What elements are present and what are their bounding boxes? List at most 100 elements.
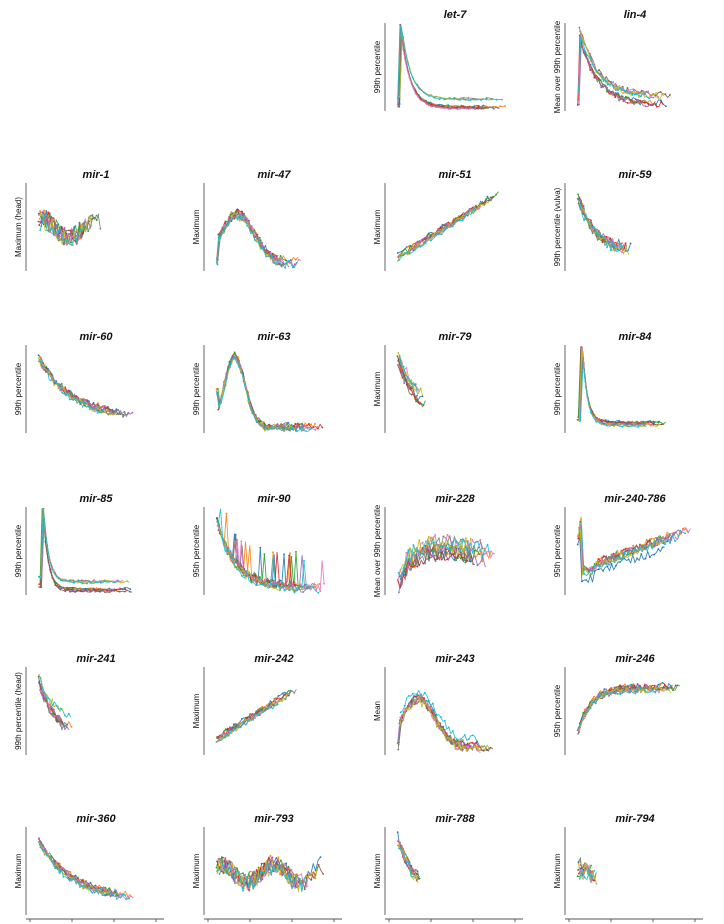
data-point (626, 102, 629, 104)
data-point (625, 246, 627, 249)
data-point (84, 225, 87, 228)
data-point (127, 412, 129, 415)
data-point (447, 108, 450, 110)
data-point (460, 540, 463, 543)
data-point (88, 400, 90, 403)
data-point (72, 399, 75, 401)
data-point (578, 858, 581, 861)
data-point (128, 897, 131, 900)
data-point (248, 576, 251, 578)
data-point (467, 745, 470, 748)
data-point (604, 419, 607, 421)
series-line (399, 24, 479, 109)
data-point (583, 210, 586, 212)
data-point (411, 692, 414, 695)
panel-mir-47: mir-47 Maximum (192, 169, 302, 271)
data-point (231, 863, 234, 866)
data-point (244, 719, 247, 721)
data-point (438, 96, 441, 99)
data-point (594, 702, 597, 705)
data-point (617, 249, 620, 252)
data-point (90, 582, 93, 584)
data-point (398, 591, 400, 594)
data-point (95, 889, 98, 891)
data-point (466, 556, 468, 559)
data-point (231, 218, 233, 221)
data-point (670, 686, 673, 689)
data-point (217, 524, 220, 526)
data-point (445, 222, 448, 225)
data-point (68, 398, 71, 401)
data-point (61, 586, 64, 589)
data-point (477, 546, 480, 549)
data-point (115, 898, 118, 900)
data-point (653, 687, 656, 690)
data-point (652, 96, 655, 99)
data-point (59, 579, 62, 582)
data-point (619, 693, 622, 695)
data-point (411, 387, 414, 390)
data-point (49, 570, 52, 573)
data-point (131, 411, 134, 414)
data-point (397, 838, 400, 841)
data-point (443, 107, 446, 109)
data-point (656, 105, 658, 108)
data-point (59, 383, 61, 386)
data-point (418, 564, 421, 567)
data-point (83, 399, 86, 401)
data-point (318, 583, 321, 585)
data-point (75, 395, 78, 398)
data-point (621, 246, 624, 248)
data-point (242, 215, 245, 218)
data-point (63, 227, 66, 229)
data-point (37, 841, 40, 843)
data-point (606, 557, 608, 560)
data-point (120, 896, 122, 898)
data-point (274, 697, 277, 700)
data-point (95, 219, 98, 222)
data-point (111, 894, 114, 896)
data-point (233, 211, 236, 214)
data-point (480, 107, 483, 110)
data-point (446, 534, 449, 536)
data-point (398, 354, 401, 357)
data-point (578, 196, 581, 199)
y-axis-label: 99th percentile (192, 362, 201, 415)
data-point (217, 869, 220, 872)
data-point (247, 395, 249, 398)
data-point (471, 734, 474, 737)
data-point (83, 223, 86, 225)
data-point (236, 538, 239, 541)
y-axis-label: 99th percentile (373, 40, 382, 93)
data-point (242, 380, 245, 383)
data-point (218, 738, 221, 741)
data-point (601, 241, 604, 244)
data-point (44, 369, 47, 372)
data-point (591, 232, 594, 235)
data-point (282, 424, 285, 426)
panel-mir-59: mir-59 99th percentile (vulva) (553, 169, 652, 271)
data-point (50, 379, 52, 382)
data-point (70, 726, 73, 728)
data-point (413, 555, 416, 558)
panel-title: let-7 (444, 9, 468, 21)
data-point (653, 538, 656, 541)
data-point (269, 251, 272, 254)
data-point (313, 876, 315, 879)
data-point (434, 560, 437, 562)
data-point (635, 93, 638, 96)
data-point (598, 568, 600, 571)
data-point (38, 586, 41, 588)
data-point (112, 581, 115, 584)
data-point (496, 106, 499, 109)
data-point (475, 98, 477, 101)
data-point (266, 579, 269, 582)
data-point (55, 863, 58, 866)
data-point (453, 559, 456, 561)
data-point (603, 562, 606, 565)
data-point (490, 550, 492, 553)
data-point (274, 861, 277, 864)
data-point (240, 568, 243, 571)
data-point (253, 229, 256, 232)
data-point (99, 888, 102, 890)
